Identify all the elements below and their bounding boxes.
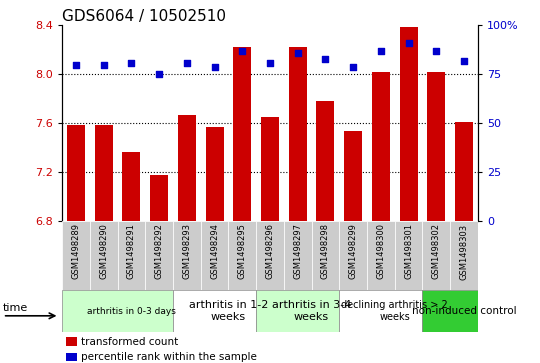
Bar xyxy=(372,72,390,221)
Bar xyxy=(316,101,334,221)
Text: GSM1498293: GSM1498293 xyxy=(183,224,191,280)
Point xyxy=(432,48,441,54)
Text: GSM1498297: GSM1498297 xyxy=(293,224,302,280)
Text: GSM1498298: GSM1498298 xyxy=(321,224,330,280)
Bar xyxy=(284,221,312,290)
Bar xyxy=(256,221,284,290)
Point xyxy=(99,62,108,68)
Point xyxy=(183,60,191,66)
Bar xyxy=(395,221,422,290)
Bar xyxy=(400,26,417,221)
Bar xyxy=(261,117,279,221)
Bar xyxy=(422,221,450,290)
Bar xyxy=(178,115,196,221)
Bar xyxy=(312,221,339,290)
Bar xyxy=(173,290,256,332)
Bar xyxy=(427,72,446,221)
Bar xyxy=(233,48,251,221)
Point xyxy=(460,58,468,64)
Point xyxy=(404,40,413,46)
Text: GSM1498300: GSM1498300 xyxy=(376,224,386,280)
Text: arthritis in 1-2
weeks: arthritis in 1-2 weeks xyxy=(189,301,268,322)
Bar xyxy=(66,337,77,346)
Text: GSM1498299: GSM1498299 xyxy=(349,224,357,280)
Bar xyxy=(289,48,307,221)
Text: GSM1498294: GSM1498294 xyxy=(210,224,219,280)
Bar xyxy=(455,122,473,221)
Bar xyxy=(62,290,173,332)
Bar xyxy=(62,221,90,290)
Text: GSM1498290: GSM1498290 xyxy=(99,224,108,280)
Text: GSM1498295: GSM1498295 xyxy=(238,224,247,280)
Bar xyxy=(90,221,118,290)
Point xyxy=(266,60,274,66)
Point xyxy=(349,64,357,69)
Text: GDS6064 / 10502510: GDS6064 / 10502510 xyxy=(62,9,226,24)
Bar xyxy=(150,175,168,221)
Text: GSM1498301: GSM1498301 xyxy=(404,224,413,280)
Text: GSM1498289: GSM1498289 xyxy=(71,224,80,280)
Bar xyxy=(118,221,145,290)
Bar xyxy=(367,221,395,290)
Point xyxy=(321,56,330,62)
Bar xyxy=(173,221,201,290)
Bar xyxy=(339,221,367,290)
Bar xyxy=(145,221,173,290)
Text: arthritis in 3-4
weeks: arthritis in 3-4 weeks xyxy=(272,301,351,322)
Bar xyxy=(201,221,228,290)
Bar xyxy=(422,290,478,332)
Bar xyxy=(256,290,339,332)
Text: GSM1498303: GSM1498303 xyxy=(460,224,469,280)
Text: non-induced control: non-induced control xyxy=(411,306,516,316)
Bar xyxy=(94,125,113,221)
Point xyxy=(210,64,219,69)
Point xyxy=(238,48,247,54)
Text: GSM1498291: GSM1498291 xyxy=(127,224,136,280)
Bar xyxy=(206,127,224,221)
Text: GSM1498296: GSM1498296 xyxy=(266,224,274,280)
Text: transformed count: transformed count xyxy=(81,337,178,347)
Bar xyxy=(228,221,256,290)
Text: percentile rank within the sample: percentile rank within the sample xyxy=(81,352,256,362)
Point xyxy=(127,60,136,66)
Text: GSM1498292: GSM1498292 xyxy=(154,224,164,280)
Text: arthritis in 0-3 days: arthritis in 0-3 days xyxy=(87,307,176,316)
Text: GSM1498302: GSM1498302 xyxy=(432,224,441,280)
Point xyxy=(155,72,164,77)
Text: declining arthritis > 2
weeks: declining arthritis > 2 weeks xyxy=(341,301,448,322)
Bar xyxy=(450,221,478,290)
Bar xyxy=(344,131,362,221)
Bar xyxy=(66,353,77,362)
Bar xyxy=(67,125,85,221)
Point xyxy=(293,50,302,56)
Bar xyxy=(339,290,422,332)
Text: time: time xyxy=(3,303,28,313)
Point xyxy=(72,62,80,68)
Bar xyxy=(123,152,140,221)
Point xyxy=(376,48,385,54)
